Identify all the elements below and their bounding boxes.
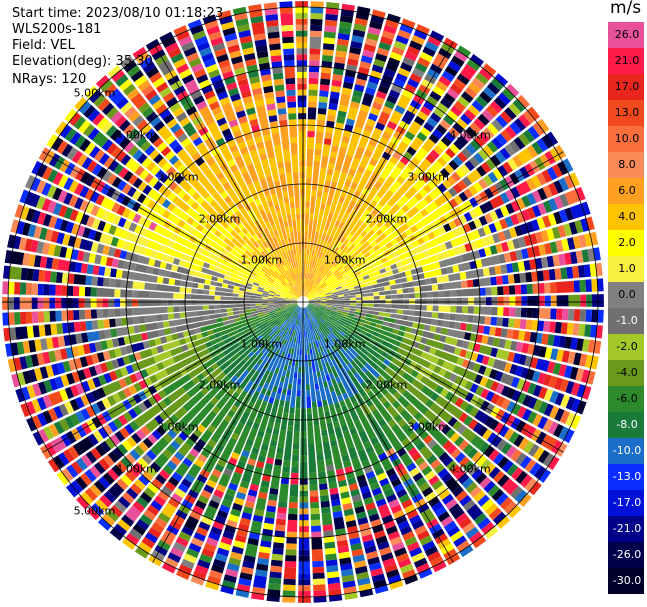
colorbar-tick-label: 17.0 [614,80,640,93]
colorbar-tick-label: -17.0 [612,496,642,509]
velocity-gates [20,21,599,592]
colorbar-tick-label: -1.0 [616,314,638,327]
range-ring-label: 1.00km [240,253,283,267]
colorbar-bin [608,126,644,153]
velocity-gates [8,41,587,541]
colorbar-tick-label: 6.0 [618,184,636,197]
colorbar-tick-label: 0.0 [618,288,636,301]
colorbar-bin [608,542,644,569]
colorbar-tick-label: 26.0 [614,28,640,41]
range-ring-label: 2.00km [365,212,408,226]
colorbar-bin [608,334,644,361]
range-ring-label: 3.00km [157,170,199,184]
azimuth-spoke [42,331,253,453]
range-ring-label: 3.00km [407,170,449,184]
colorbar-bin [608,386,644,413]
azimuth-spokes [2,1,604,603]
range-ring-label: 2.00km [198,378,241,392]
colorbar-bin [608,178,644,205]
colorbar-bin [608,568,644,594]
velocity-gates [25,25,596,570]
colorbar-tick-label: 2.0 [618,236,636,249]
colorbar-bin [608,100,644,127]
colorbar-tick-label: -26.0 [612,548,642,561]
colorbar-bin [608,256,644,283]
range-ring-label: 4.00km [449,462,491,476]
range-ring-label: 4.00km [115,462,157,476]
start-time-text: Start time: 2023/08/10 01:18:23 [12,6,224,21]
azimuth-spoke [332,41,454,252]
colorbar-tick-label: 4.0 [618,210,636,223]
colorbar-tick-label: 8.0 [618,158,636,171]
azimuth-spoke [152,352,274,563]
range-ring-label: 4.00km [115,128,157,142]
colorbar-bin [608,204,644,231]
range-ring-label: 3.00km [407,420,449,434]
azimuth-spoke [152,41,274,252]
station-text: WLS200s-181 [12,22,102,37]
colorbar-bin [608,22,644,49]
azimuth-spoke [42,151,253,273]
range-ring-label: 1.00km [323,253,366,267]
colorbar-bin [608,282,644,309]
colorbar-tick-label: -6.0 [616,392,638,405]
colorbar-bin [608,516,644,543]
azimuth-spoke [353,151,564,273]
colorbar-bin [608,464,644,491]
colorbar-tick-label: 21.0 [614,54,640,67]
range-ring-label: 2.00km [198,212,241,226]
range-ring-label: 3.00km [157,420,199,434]
colorbar-tick-label: -30.0 [612,574,642,587]
elevation-text: Elevation(deg): 35.30 [12,54,153,69]
colorbar-bin [608,412,644,439]
colorbar-bin [608,48,644,75]
colorbar-unit: m/s [610,0,642,18]
colorbar-bin [608,308,644,335]
colorbar [608,22,644,594]
ppi-velocity-plot [2,1,604,603]
range-ring-label: 4.00km [449,128,491,142]
range-ring-label: 1.00km [323,337,366,351]
azimuth-spoke [353,331,564,453]
colorbar-tick-label: 10.0 [614,132,640,145]
azimuth-spoke [332,352,454,563]
colorbar-bin [608,74,644,101]
colorbar-bin [608,152,644,179]
field-text: Field: VEL [12,38,75,53]
colorbar-bin [608,438,644,465]
colorbar-tick-label: -2.0 [616,340,638,353]
range-ring-label: 1.00km [240,337,283,351]
velocity-gates [4,9,598,602]
colorbar-tick-label: -10.0 [612,444,642,457]
velocity-gates [2,8,569,578]
colorbar-bin [608,490,644,517]
colorbar-tick-label: -21.0 [612,522,642,535]
colorbar-tick-label: -4.0 [616,366,638,379]
colorbar-bin [608,230,644,257]
nrays-text: NRays: 120 [12,72,87,87]
range-ring-label: 5.00km [73,504,116,518]
colorbar-tick-label: -13.0 [612,470,642,483]
range-ring-label: 5.00km [73,86,116,100]
colorbar-bin [608,360,644,387]
colorbar-tick-label: 1.0 [618,262,636,275]
colorbar-tick-label: 13.0 [614,106,640,119]
velocity-gates [14,6,587,597]
velocity-sectors [2,1,604,603]
velocity-gates [19,15,593,589]
colorbar-tick-label: -8.0 [616,418,638,431]
range-ring-label: 2.00km [365,378,408,392]
